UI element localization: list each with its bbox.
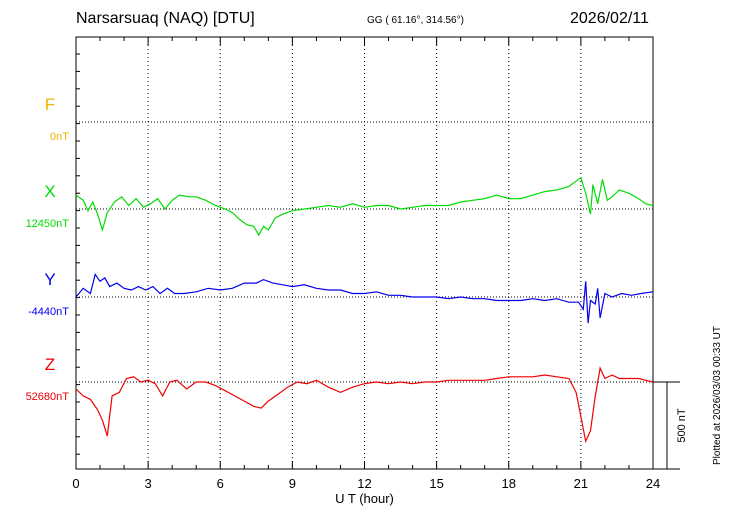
station-title: Narsarsuaq (NAQ) [DTU] — [76, 10, 255, 27]
panel-baseline-label-x: 12450nT — [26, 218, 70, 230]
x-tick-label: 6 — [217, 476, 224, 491]
x-tick-label: 15 — [429, 476, 443, 491]
series-line-z — [75, 366, 654, 444]
panel-name-y: Y — [44, 270, 55, 289]
x-axis-label: U T (hour) — [335, 491, 394, 506]
panel-name-x: X — [44, 182, 55, 201]
x-tick-label: 12 — [357, 476, 371, 491]
x-tick-label: 24 — [646, 476, 660, 491]
scale-bar-label: 500 nT — [676, 408, 688, 443]
x-tick-label: 21 — [574, 476, 588, 491]
plot-date: 2026/02/11 — [570, 10, 649, 27]
series-line-y — [75, 272, 654, 324]
series-line-x — [75, 176, 654, 237]
x-tick-label: 0 — [72, 476, 79, 491]
panel-baseline-label-y: -4440nT — [28, 306, 69, 318]
panel-name-z: Z — [45, 355, 55, 374]
panel-baseline-label-f: 0nT — [50, 131, 69, 143]
panel-baseline-label-z: 52680nT — [26, 391, 70, 403]
geographic-coordinates: GG ( 61.16°, 314.56°) — [367, 15, 464, 26]
x-tick-label: 3 — [145, 476, 152, 491]
x-tick-label: 18 — [502, 476, 516, 491]
panel-name-f: F — [45, 95, 55, 114]
x-tick-label: 9 — [289, 476, 296, 491]
